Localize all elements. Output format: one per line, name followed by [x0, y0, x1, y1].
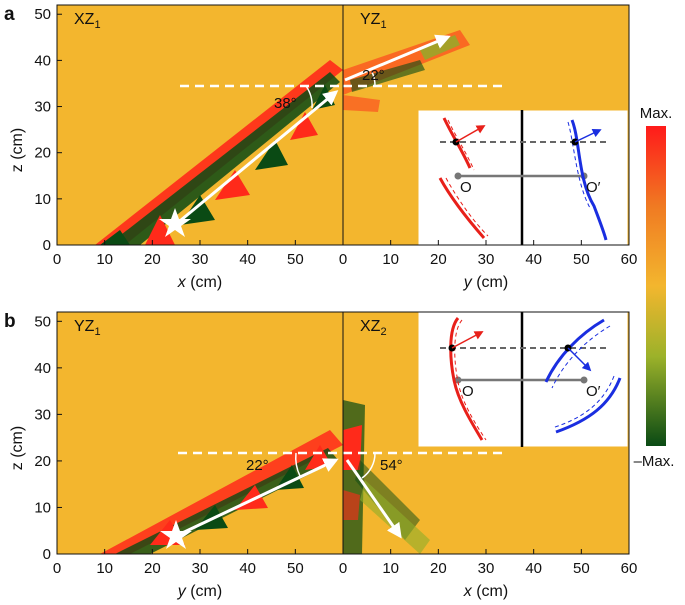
- angle-label-b-left: 22°: [246, 457, 269, 474]
- y-tick-label: 20: [34, 453, 51, 470]
- inset-b-origin-right-label: O′: [586, 383, 601, 400]
- x-tick-label: 10: [96, 560, 113, 577]
- panel-letter-b: b: [4, 311, 16, 332]
- x-tick-label: 50: [287, 251, 304, 268]
- row-b: b 22° YZ1: [4, 311, 637, 600]
- x-tick-label: 10: [382, 560, 399, 577]
- y-axis-label-b: z (cm): [9, 426, 26, 470]
- inset-b-origin-left-dot: [454, 376, 462, 384]
- inset-a-origin-left-dot: [454, 172, 462, 180]
- panel-label-b-left: YZ1: [74, 318, 101, 338]
- inset-b-blue-curve-bottom: [555, 377, 622, 434]
- x-axis-label-a-left: x (cm): [177, 274, 222, 291]
- colorbar-max-label: Max.: [640, 105, 673, 122]
- colorbar-min-label: –Max.: [634, 453, 675, 470]
- arrow-b-right: [345, 459, 402, 539]
- ticks-b: 0 10 20 30 40 50 0 10 20 30 40 50 0 10 20 30 40 50 60: [34, 313, 637, 577]
- inset-b-origin-right-dot: [580, 376, 588, 384]
- row-a: a 38° XZ1: [4, 4, 637, 291]
- inset-b-origin-left-label: O: [462, 383, 474, 400]
- wave-band-a-left: [95, 60, 343, 245]
- plot-a-right: 22° YZ1 O O′: [343, 5, 629, 246]
- inset-a-red-curve-bottom: [438, 177, 486, 239]
- x-tick-label: 0: [339, 560, 347, 577]
- x-tick-label: 30: [478, 251, 495, 268]
- inset-a-origin-right-label: O′: [586, 179, 601, 196]
- y-tick-label: 0: [43, 237, 51, 254]
- colorbar-gradient: [646, 126, 666, 446]
- x-tick-label: 30: [192, 560, 209, 577]
- y-tick-label: 10: [34, 499, 51, 516]
- y-tick-label: 20: [34, 145, 51, 162]
- x-axis-label-b-right: x (cm): [463, 583, 508, 600]
- angle-arc-b-right: [361, 452, 376, 479]
- panel-letter-a: a: [4, 4, 15, 25]
- plot-b-left: 22° YZ1: [57, 312, 343, 554]
- angle-arc-b-left: [295, 452, 301, 477]
- x-tick-label: 20: [430, 560, 447, 577]
- source-star-icon: [159, 208, 191, 237]
- inset-b-red-arrow: [451, 331, 484, 349]
- angle-label-b-right: 54°: [380, 457, 403, 474]
- x-axis-label-b-left: y (cm): [177, 583, 222, 600]
- y-tick-label: 50: [34, 6, 51, 23]
- panel-label-b-right: XZ2: [360, 318, 387, 338]
- y-tick-label: 50: [34, 313, 51, 330]
- inset-a-red-arrow: [455, 125, 486, 143]
- panel-label-a-right: YZ1: [360, 11, 387, 31]
- x-tick-label: 40: [525, 560, 542, 577]
- plot-b-right: 54° XZ2 O O′: [343, 311, 629, 554]
- x-tick-label: 40: [525, 251, 542, 268]
- x-tick-label: 20: [144, 251, 161, 268]
- arrow-a-left: [174, 90, 339, 227]
- inset-a-origin-left-label: O: [460, 179, 472, 196]
- y-tick-label: 40: [34, 52, 51, 69]
- y-tick-label: 30: [34, 99, 51, 116]
- arrow-a-right: [344, 34, 451, 82]
- x-tick-label: 40: [239, 251, 256, 268]
- y-tick-label: 40: [34, 360, 51, 377]
- x-tick-label: 40: [239, 560, 256, 577]
- inset-a-blue-arrow: [574, 129, 602, 143]
- inset-b: O O′: [417, 311, 629, 448]
- x-tick-label: 60: [621, 560, 638, 577]
- inset-b-red-curve: [449, 317, 484, 441]
- x-tick-label: 50: [573, 251, 590, 268]
- x-tick-label: 0: [53, 251, 61, 268]
- colorbar: Max. –Max.: [634, 105, 675, 470]
- x-tick-label: 30: [192, 251, 209, 268]
- plot-a-left: 38° XZ1: [57, 5, 343, 245]
- panel-label-a-left: XZ1: [74, 11, 101, 31]
- angle-label-a-left: 38°: [274, 95, 297, 112]
- x-tick-label: 0: [339, 251, 347, 268]
- y-tick-label: 10: [34, 191, 51, 208]
- x-tick-label: 10: [382, 251, 399, 268]
- angle-arc-a-right: [371, 71, 376, 87]
- y-axis-label-a: z (cm): [9, 128, 26, 172]
- x-axis-label-a-right: y (cm): [463, 274, 508, 291]
- inset-b-blue-arrow: [567, 347, 592, 372]
- ticks-a: 0 10 20 30 40 50 0 10 20 30 40 50 0 10 20 30 40 50 60: [34, 6, 637, 268]
- x-tick-label: 50: [287, 560, 304, 577]
- x-tick-label: 20: [430, 251, 447, 268]
- x-tick-label: 0: [53, 560, 61, 577]
- x-tick-label: 60: [621, 251, 638, 268]
- x-tick-label: 30: [478, 560, 495, 577]
- angle-arc-a-left: [305, 85, 313, 109]
- x-tick-label: 50: [573, 560, 590, 577]
- angle-label-a-right: 22°: [362, 67, 385, 84]
- wave-band-b-right: [343, 400, 430, 554]
- x-tick-label: 10: [96, 251, 113, 268]
- y-tick-label: 0: [43, 546, 51, 563]
- inset-a: O O′: [417, 109, 629, 246]
- source-star-icon: [160, 520, 192, 549]
- x-tick-label: 20: [144, 560, 161, 577]
- y-tick-label: 30: [34, 406, 51, 423]
- arrow-b-left: [177, 458, 339, 537]
